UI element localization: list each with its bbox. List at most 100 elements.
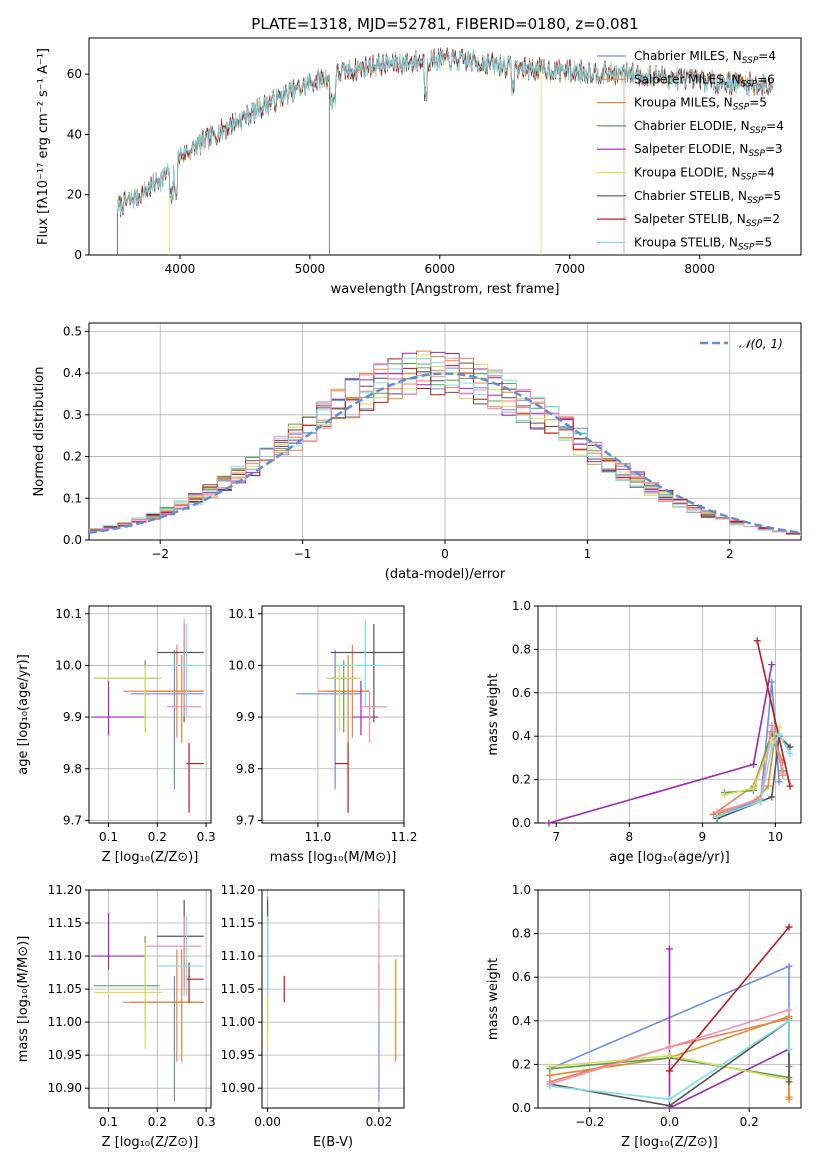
y-axis-label: Flux [fλ10⁻¹⁷ erg cm⁻² s⁻¹ A⁻¹] [36,48,51,245]
x-tick-label: 0.1 [99,1115,118,1129]
legend-text: Chabrier ELODIE, N [634,119,750,133]
weight_vs_z-marker-4-0 [666,945,673,953]
y-tick-label: 0.1 [63,491,82,505]
panel-residuals: −2 −1 0 1 2 0.0 0.1 0.2 0.3 0.4 0.5 (data-model)/er… [32,322,802,582]
axes-frame [88,889,212,1109]
weight_vs_age-marker-5-0 [720,791,728,799]
x-tick-label: 1 [584,547,592,561]
x-axis-label: E(B-V) [313,1135,353,1150]
x-tick-label: 8000 [684,262,715,276]
weight_vs_age-marker-6-2 [768,793,776,801]
x-tick-label: 7000 [554,262,585,276]
x-axis-label: mass [log₁₀(M/M⊙)] [270,850,397,865]
weight_vs_age-marker-2-2 [764,782,772,790]
weight_vs_age-marker-4-0 [545,819,553,827]
y-axis-label: mass weight [486,673,501,755]
legend-text: Kroupa MILES, N [634,96,733,110]
spectrum-line-8 [117,49,773,215]
y-tick-label: 20 [67,188,82,202]
y-tick-label: 11.10 [48,949,82,963]
x-tick-label: 5000 [295,262,326,276]
legend-text: Salpeter STELIB, N [634,212,746,226]
y-tick-label: 0.0 [63,533,82,547]
legend-label-5: Kroupa ELODIE, NSSP=4 [634,166,775,183]
legend-text-tail: =2 [762,212,780,226]
y-tick-label: 9.9 [236,710,255,724]
weight_vs_z-marker-9-1 [666,1095,673,1103]
y-tick-label: 0.4 [512,1014,531,1028]
legend-label-4: Salpeter ELODIE, NSSP=3 [634,142,783,159]
weight_vs_age-marker-4-2 [768,661,776,669]
legend-label-3: Chabrier ELODIE, NSSP=4 [634,119,784,136]
legend-label-1: Salpeter MILES, NSSP=6 [634,72,775,89]
weight_vs_age-series-4 [548,664,773,823]
legend-text-tail: =5 [749,96,767,110]
y-tick-label: 10.1 [55,607,82,621]
weight_vs_z-marker-6-1 [666,1102,673,1110]
y-tick-label: 11.00 [48,1015,82,1029]
y-tick-label: 0.6 [512,970,531,984]
weight_vs_z-marker-5-0 [546,1063,554,1071]
legend-text-tail: =5 [754,235,772,249]
x-tick-label: 0.2 [148,1115,167,1129]
y-tick-label: 1.0 [512,883,531,897]
weight_vs_z-marker-9-0 [546,1082,554,1090]
x-tick-label: 9 [699,830,707,844]
weight_vs_z-marker-9-3 [785,1045,793,1053]
x-tick-label: 0.02 [366,1115,393,1129]
y-tick-label: 0.5 [63,324,82,338]
legend-text-tail: =4 [758,49,776,63]
x-tick-label: 6000 [425,262,456,276]
weight_vs_age-marker-9-0 [713,812,721,820]
axes-frame [261,889,405,1109]
axes-frame [537,605,802,824]
x-axis-label: Z [log₁₀(Z/Z⊙)] [102,850,199,865]
y-tick-label: 0.8 [512,927,531,941]
x-tick-label: 0.0 [660,1115,679,1129]
x-axis-label: (data-model)/error [385,567,506,582]
y-tick-label: 0.4 [512,729,531,743]
x-tick-label: 2 [726,547,734,561]
x-axis-label: Z [log₁₀(Z/Z⊙)] [102,1135,199,1150]
legend-subscript: SSP [742,56,759,66]
y-axis-label: mass weight [486,958,501,1040]
y-tick-label: 10.90 [48,1081,82,1095]
legend-text: Salpeter MILES, N [634,72,741,86]
axes-frame [88,37,802,256]
legend-text-tail: =4 [757,166,775,180]
panel-age_vs_z: 0.1 0.2 0.3 9.7 9.8 9.9 10.0 10.1 Z [log₁₀(Z/Z⊙)… [16,605,216,865]
weight_vs_age-marker-6-4 [786,743,794,751]
y-tick-label: 11.10 [221,949,255,963]
weight_vs_age-marker-4-1 [750,760,758,768]
x-tick-label: 0 [441,547,449,561]
y-tick-label: 11.05 [221,982,255,996]
x-tick-label: 0.2 [148,830,167,844]
legend-label-0: Chabrier MILES, NSSP=4 [634,49,776,66]
normal-reference-curve [89,372,801,534]
y-tick-label: 11.15 [221,916,255,930]
panel-mass_vs_ebv: 0.00 0.02 10.90 10.95 11.00 11.05 11.10 11.15 11… [221,883,405,1150]
y-tick-label: 11.05 [48,982,82,996]
x-tick-label: −2 [151,547,169,561]
legend-subscript: SSP [748,149,765,159]
weight_vs_z-marker-2-0 [546,1071,554,1079]
y-tick-label: 9.8 [63,762,82,776]
x-axis-label: Z [log₁₀(Z/Z⊙)] [621,1135,718,1150]
panel-spectrum: 4000 5000 6000 7000 8000 0 20 40 60 wavelength [A… [36,37,802,297]
weight_vs_age-marker-9-4 [786,750,794,758]
y-tick-label: 0.2 [63,450,82,464]
residual-histogram-9 [89,357,801,535]
legend-text: Kroupa STELIB, N [634,235,738,249]
y-tick-label: 40 [67,127,82,141]
legend-text: Kroupa ELODIE, N [634,166,741,180]
legend-subscript: SSP [733,103,750,113]
panel-mass_vs_z: 0.1 0.2 0.3 10.90 10.95 11.00 11.05 11.10 11.15 1… [16,883,216,1150]
weight_vs_age-marker-9-1 [757,797,765,805]
legend-text: Salpeter ELODIE, N [634,142,748,156]
legend-label-6: Chabrier STELIB, NSSP=5 [634,189,781,206]
y-tick-label: 0.0 [512,816,531,830]
legend-text-tail: =4 [766,119,784,133]
y-tick-label: 10.95 [221,1048,255,1062]
